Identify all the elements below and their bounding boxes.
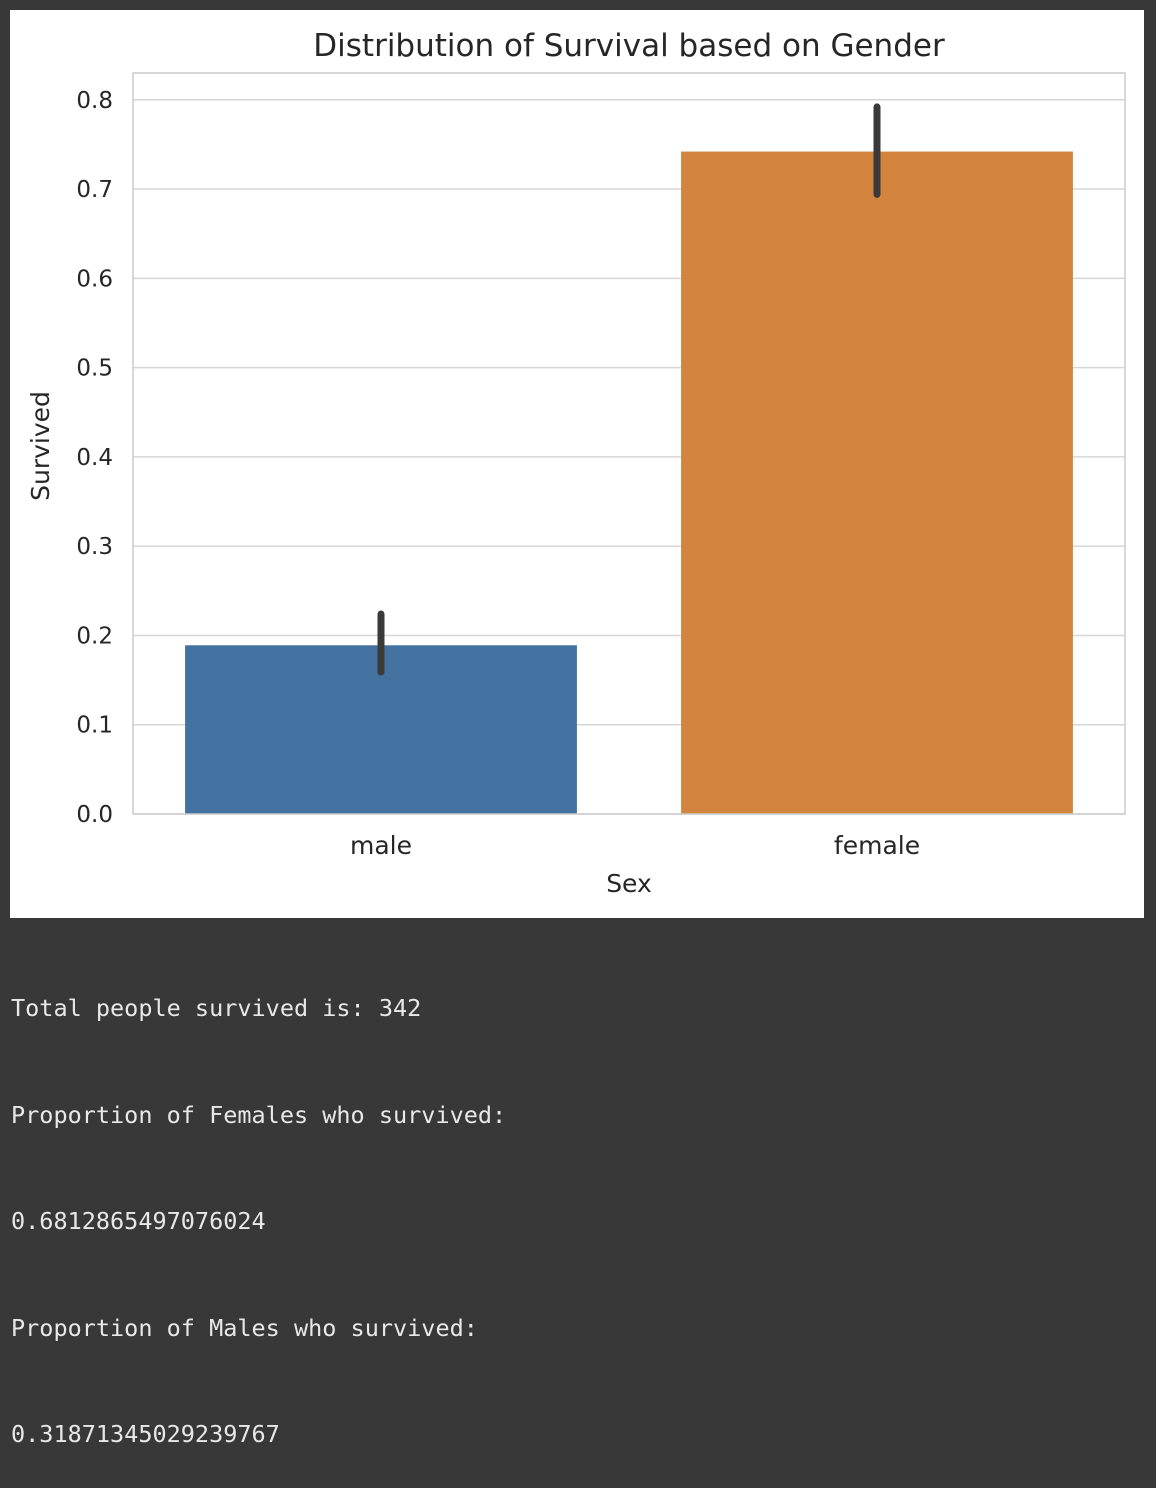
x-tick-label: female [834,831,920,860]
y-tick-label: 0.3 [76,534,113,560]
y-tick-label: 0.6 [76,266,113,292]
y-tick-label: 0.2 [76,623,113,649]
y-tick-label: 0.5 [76,356,113,382]
output-line-female-value: 0.6812865497076024 [11,1207,266,1235]
output-line-male-value: 0.31871345029239767 [11,1420,280,1448]
x-tick-label: male [350,831,412,860]
y-tick-label: 0.8 [76,88,113,114]
output-line-male-label: Proportion of Males who survived: [11,1313,478,1342]
chart-title: Distribution of Survival based on Gender [313,28,945,64]
y-axis-label: Survived [26,391,55,501]
bar-female [681,151,1073,815]
y-tick-label: 0.4 [76,445,113,471]
console-output: Total people survived is: 342 Proportion… [11,920,1141,1488]
y-tick-label: 0.7 [76,177,113,203]
plot-frame [132,72,1126,815]
output-line-total-survived: Total people survived is: 342 [11,994,422,1022]
x-axis-label: Sex [606,869,652,898]
y-tick-label: 0.0 [76,802,113,828]
y-tick-label: 0.1 [76,713,113,739]
output-line-female-label: Proportion of Females who survived: [11,1100,507,1129]
chart-figure: 0.0 0.1 0.2 0.3 0.4 0.5 0.6 0.7 0.8 male female D… [10,10,1144,918]
bar-chart: 0.0 0.1 0.2 0.3 0.4 0.5 0.6 0.7 0.8 male female D… [26,28,1126,898]
